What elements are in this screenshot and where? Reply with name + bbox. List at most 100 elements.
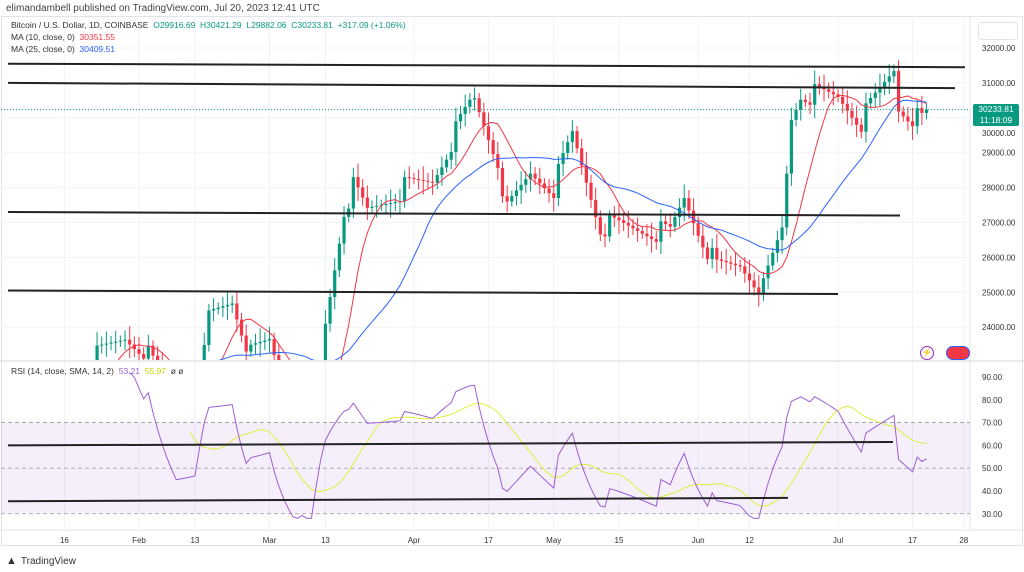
candle-up [780, 227, 784, 241]
candle-down [612, 215, 616, 218]
candle-up [230, 303, 234, 305]
candle-down [482, 112, 486, 127]
candle-up [514, 190, 519, 196]
candle-up [81, 382, 84, 393]
candle-down [165, 376, 168, 386]
candle-up [179, 405, 182, 406]
candle-up [249, 344, 253, 352]
candle-up [454, 121, 458, 153]
rsi-sma-line [189, 402, 927, 507]
last-price: 30233.81 [978, 104, 1014, 114]
candle-up [761, 278, 766, 295]
ma10-value: 30351.55 [79, 32, 115, 42]
candle-up [883, 81, 887, 88]
candle-down [594, 199, 598, 218]
price-tick-label: 27000.00 [982, 219, 1016, 228]
candle-up [323, 323, 327, 360]
candle-up [216, 307, 220, 310]
candle-up [924, 109, 929, 113]
chart-frame [1, 16, 1023, 546]
candle-down [896, 71, 901, 112]
candle-up [794, 109, 798, 120]
time-tick-label: 13 [321, 536, 330, 545]
candle-up [189, 404, 192, 405]
trendline [7, 211, 901, 217]
candle-down [803, 99, 807, 103]
rsi-tick-label: 80.00 [982, 396, 1003, 405]
candle-down [491, 140, 495, 155]
main-legend: Bitcoin / U.S. Dollar, 1D, COINBASE O299… [11, 20, 406, 30]
candle-down [631, 225, 635, 229]
change-value: +317.09 (+1.06%) [337, 20, 406, 30]
candle-down [421, 179, 425, 181]
candle-down [808, 102, 812, 105]
candle-up [393, 202, 397, 204]
candle-down [733, 263, 738, 266]
trendline [7, 62, 966, 69]
time-tick-label: Apr [408, 536, 421, 545]
candle-up [333, 270, 337, 298]
candle-up [510, 195, 514, 202]
candle-up [463, 106, 467, 115]
rsi-label: RSI (14, close, SMA, 14, 2) [11, 366, 114, 376]
candle-up [682, 198, 686, 208]
flag-icon[interactable] [946, 346, 970, 360]
low-value: L29882.06 [246, 20, 287, 30]
tradingview-logo[interactable]: ▲ TradingView [6, 555, 76, 567]
candle-up [673, 217, 677, 227]
candle-down [244, 335, 248, 352]
candle-down [850, 110, 854, 118]
ma10-line [117, 94, 927, 360]
open-value: O29916.69 [153, 20, 196, 30]
rsi-legend[interactable]: RSI (14, close, SMA, 14, 2) 53.21 55.97 … [11, 366, 184, 376]
candle-down [696, 223, 700, 236]
lightning-icon[interactable]: ⚡ [920, 346, 934, 360]
time-tick-label: Jun [692, 536, 705, 545]
candle-down [417, 178, 421, 180]
candle-up [892, 71, 896, 77]
candle-down [156, 355, 160, 360]
candle-up [458, 114, 463, 122]
candle-up [566, 142, 570, 154]
ma25-value: 30409.51 [79, 44, 115, 54]
rsi-sma-value: 55.97 [144, 366, 167, 376]
candle-down [426, 180, 430, 182]
high-value: H30421.29 [200, 20, 242, 30]
rsi-tick-label: 40.00 [982, 487, 1003, 496]
candle-up [440, 167, 444, 176]
candle-down [151, 345, 155, 356]
candle-up [375, 205, 379, 207]
candle-down [552, 193, 556, 199]
logo-icon: ▲ [6, 555, 17, 567]
time-tick-label: Jul [833, 536, 843, 545]
trendline [7, 289, 839, 296]
candle-up [864, 103, 868, 132]
ma25-legend[interactable]: MA (25, close, 0) 30409.51 [11, 44, 115, 54]
candle-up [873, 92, 877, 98]
candle-down [663, 221, 668, 225]
candle-down [430, 181, 435, 183]
candle-up [799, 99, 803, 110]
rsi-tick-label: 50.00 [982, 464, 1003, 473]
bar-countdown: 11:18:09 [979, 115, 1013, 125]
candle-down [906, 116, 910, 122]
candle-down [580, 148, 584, 166]
price-tick-label: 32000.00 [982, 44, 1016, 53]
candle-up [878, 87, 882, 93]
rsi-extra: ø ø [170, 366, 184, 376]
time-tick-label: Feb [132, 536, 146, 545]
ma10-legend[interactable]: MA (10, close, 0) 30351.55 [11, 32, 115, 42]
candle-down [724, 260, 728, 263]
rsi-tick-label: 70.00 [982, 419, 1003, 428]
candle-down [575, 131, 579, 149]
candle-up [211, 309, 216, 311]
candle-up [789, 119, 793, 174]
candle-down [752, 280, 756, 288]
candle-down [743, 266, 747, 274]
candle-down [645, 233, 649, 237]
time-tick-label: Mar [263, 536, 277, 545]
more-options-button[interactable] [978, 22, 1018, 40]
candle-up [351, 177, 355, 209]
time-tick-label: May [546, 536, 561, 545]
